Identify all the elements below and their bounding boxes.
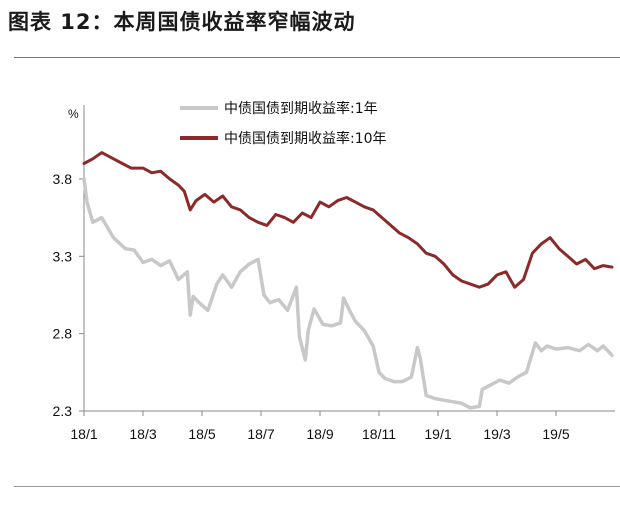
x-tick-label: 18/3 [129,426,156,442]
y-tick-label: 3.8 [53,171,73,187]
y-tick-label: 2.3 [53,403,73,419]
top-divider [14,57,620,58]
y-tick-label: 3.3 [53,248,73,264]
series-line-10y [82,151,614,289]
y-tick-label: 2.8 [53,326,73,342]
x-tick-label: 18/1 [70,426,97,442]
legend-label-10y: 中债国债到期收益率:10年 [224,130,387,147]
chart-axes: % 2.3 2.8 3.3 3.8 18/1 18/3 18/5 18/7 18/9 18/11 19… [53,105,615,442]
chart-title: 图表 12：本周国债收益率窄幅波动 [8,10,356,34]
x-tick-label: 19/1 [424,426,451,442]
series-line-1y [82,177,614,410]
x-tick-label: 18/11 [362,426,396,442]
x-tick-label: 18/5 [188,426,215,442]
x-tick-label: 19/5 [542,426,569,442]
series-layer [82,151,614,410]
bottom-divider [14,486,620,487]
y-unit-label: % [68,107,79,121]
legend-label-1y: 中债国债到期收益率:1年 [224,100,378,117]
x-tick-label: 19/3 [483,426,510,442]
x-tick-label: 18/9 [306,426,333,442]
x-tick-label: 18/7 [247,426,274,442]
